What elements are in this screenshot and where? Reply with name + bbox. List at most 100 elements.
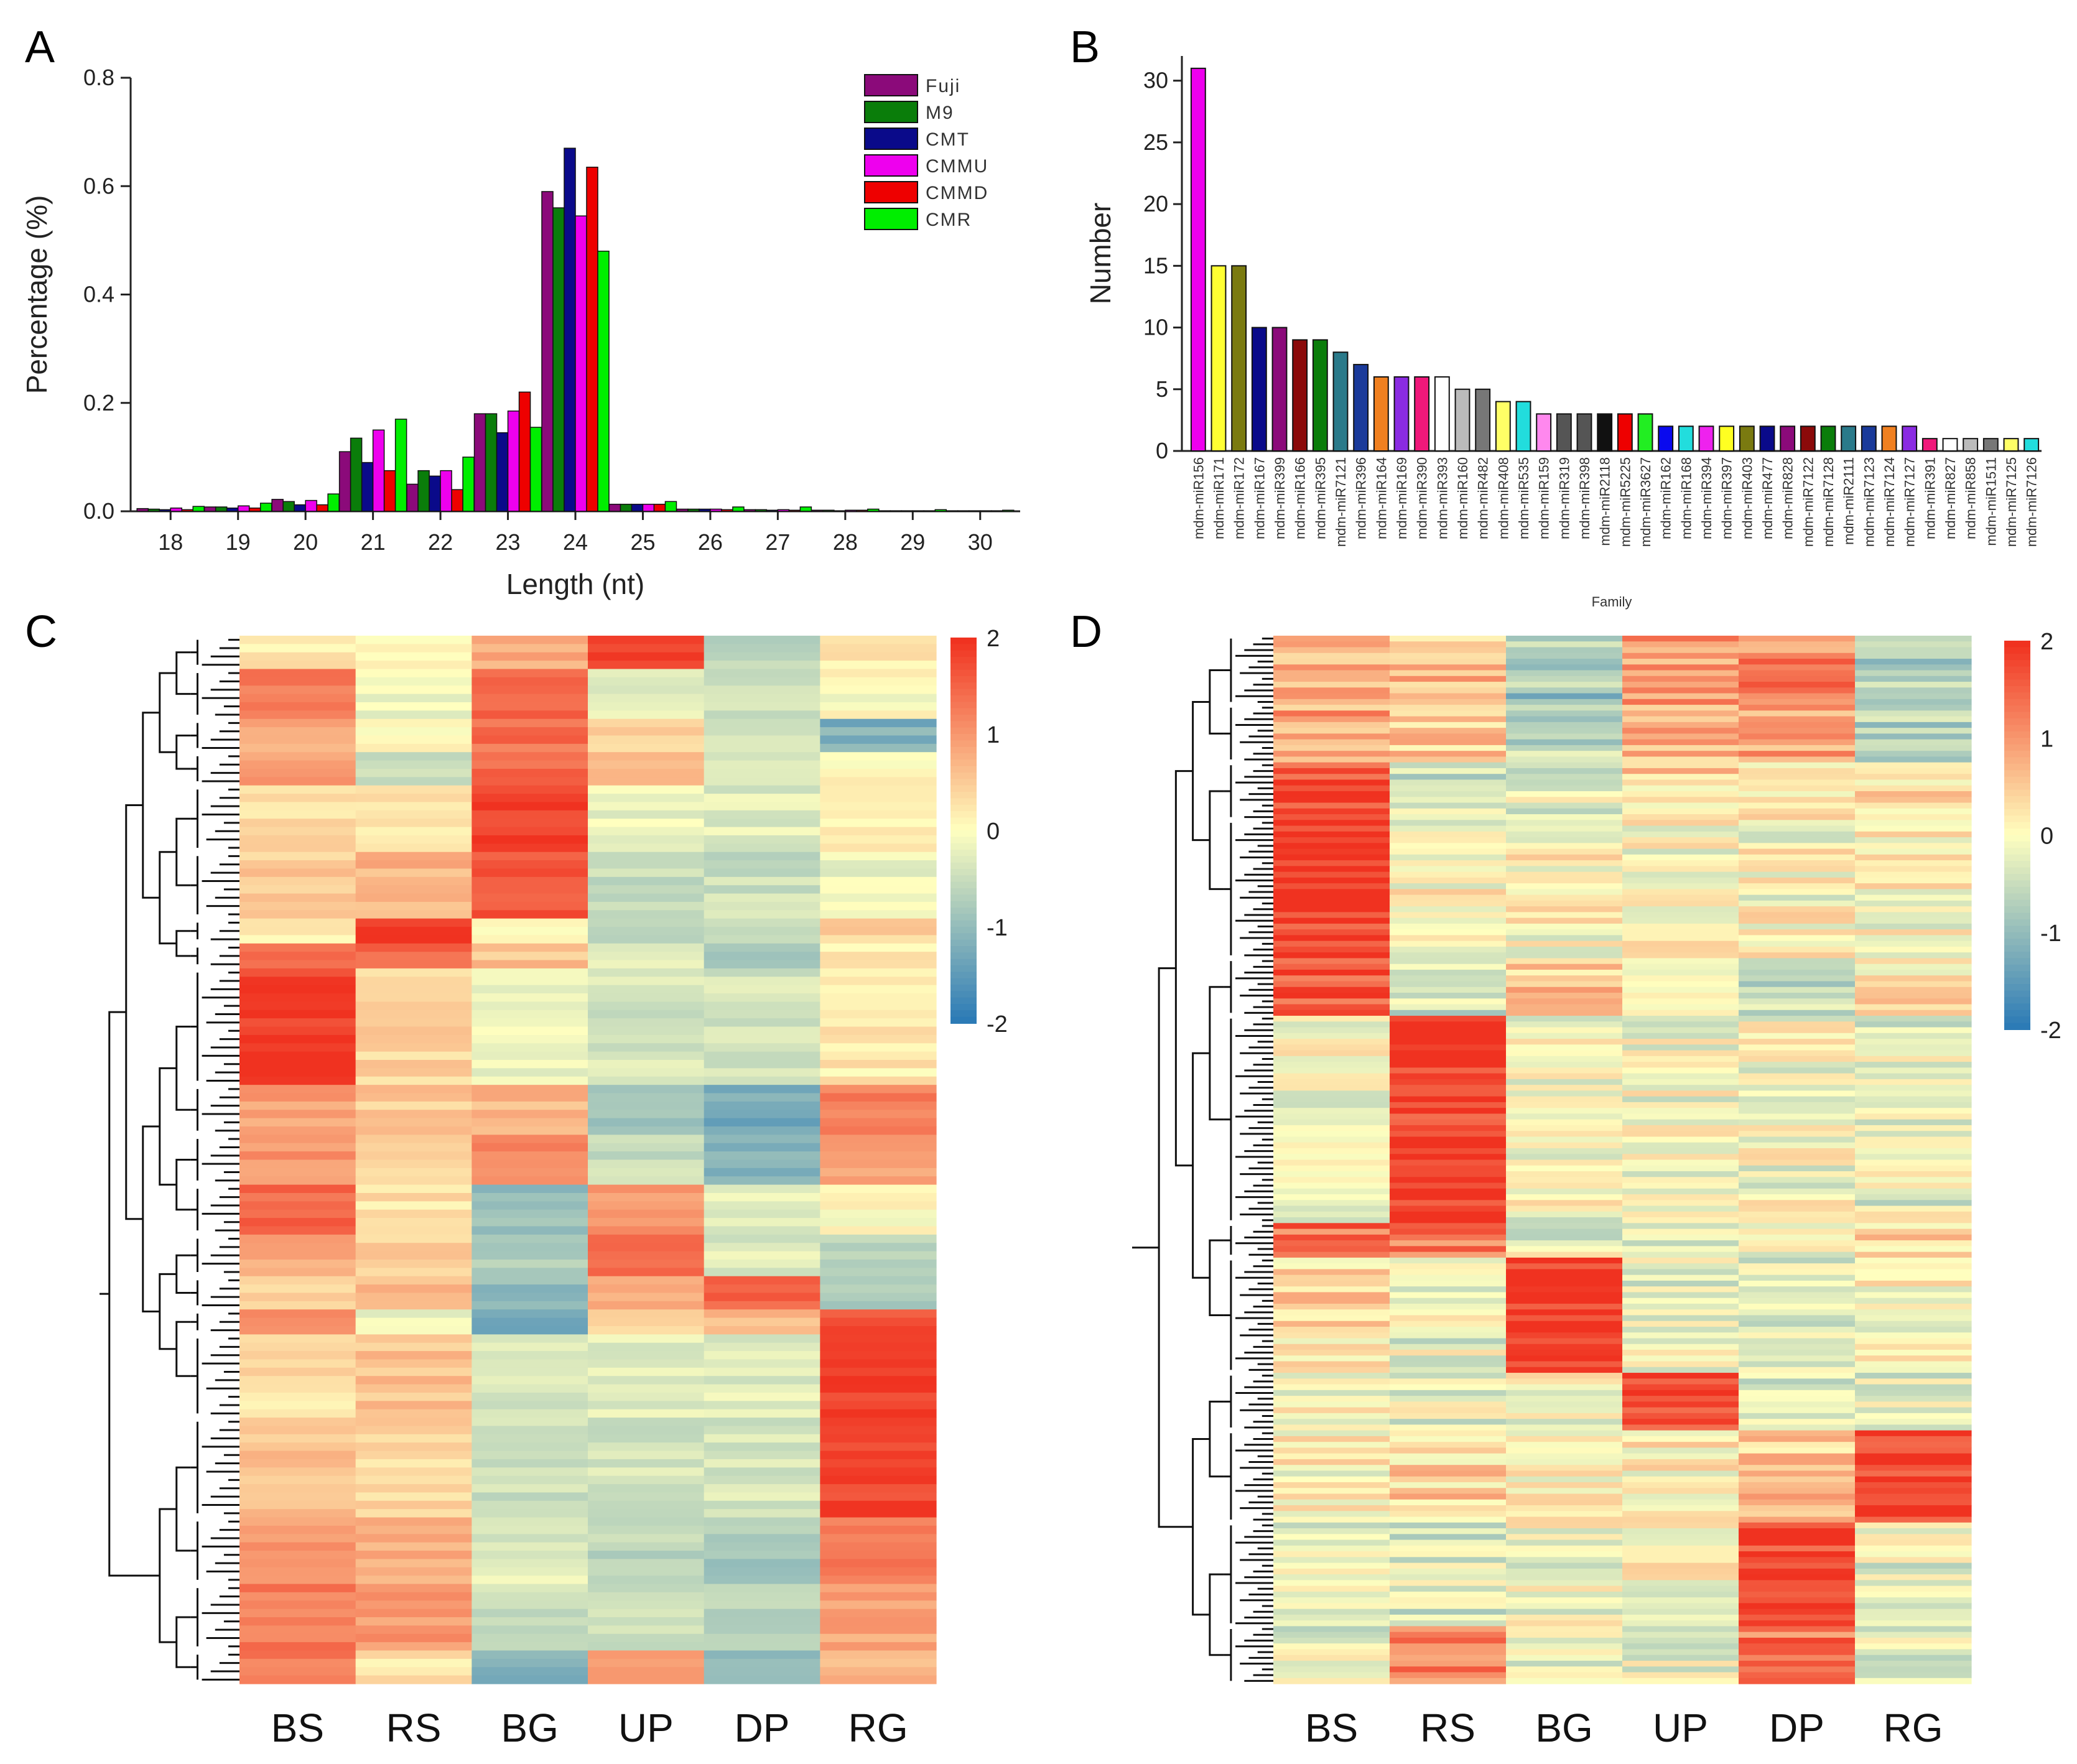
- heatmap-cell: [1390, 1350, 1507, 1356]
- heatmap-cell: [820, 652, 937, 661]
- heatmap-cell: [1855, 687, 1972, 694]
- heatmap-cell: [472, 1617, 588, 1626]
- dendrogram-branch: [1192, 700, 1210, 842]
- heatmap-cell: [239, 1426, 356, 1435]
- heatmap-cell: [1390, 998, 1507, 1005]
- heatmap-cell: [239, 852, 356, 861]
- heatmap-cell: [1390, 1396, 1507, 1402]
- colorbar-segment: [950, 702, 977, 709]
- heatmap-cell: [472, 1608, 588, 1618]
- heatmap-cell: [1273, 682, 1390, 688]
- heatmap-cell: [1739, 1182, 1856, 1189]
- bar: [1719, 425, 1735, 452]
- heatmap-cell: [355, 1293, 472, 1302]
- heatmap-cell: [1506, 820, 1623, 827]
- heatmap-cell: [1506, 652, 1623, 659]
- heatmap-cell: [239, 1101, 356, 1110]
- heatmap-cell: [820, 794, 937, 803]
- heatmap-cell: [1855, 699, 1972, 705]
- heatmap-cell: [1506, 1303, 1623, 1310]
- heatmap-cell: [355, 1625, 472, 1635]
- heatmap-cell: [1390, 693, 1507, 700]
- heatmap-cell: [239, 819, 356, 828]
- heatmap-cell: [1739, 1470, 1856, 1477]
- heatmap-cell: [239, 1467, 356, 1477]
- heatmap-cell: [1506, 1062, 1623, 1068]
- heatmap-cell: [588, 1126, 705, 1135]
- dendrogram-branch: [142, 712, 160, 899]
- colorbar-segment: [950, 869, 977, 876]
- heatmap-cell: [1622, 1534, 1739, 1541]
- heatmap-cell: [1273, 1551, 1390, 1557]
- heatmap-cell: [355, 1600, 472, 1610]
- bar-cmmu: [440, 470, 452, 512]
- heatmap-cell: [820, 1559, 937, 1568]
- heatmap-cell: [1855, 1113, 1972, 1120]
- heatmap-cell: [820, 1110, 937, 1119]
- heatmap-cell: [1855, 705, 1972, 711]
- bar-cmmu: [170, 508, 182, 512]
- heatmap-cell: [1273, 1010, 1390, 1016]
- x-tick-label: mdm-miR169: [1394, 457, 1410, 539]
- bar-cmr: [1002, 509, 1015, 512]
- heatmap-cell: [820, 810, 937, 819]
- x-tick-label: mdm-miR164: [1373, 457, 1389, 539]
- heatmap-cell: [1506, 1286, 1623, 1293]
- heatmap-cell: [704, 1309, 820, 1319]
- heatmap-cell: [355, 1409, 472, 1418]
- heatmap-cell: [1390, 636, 1507, 642]
- x-tick-label: mdm-miR168: [1678, 457, 1694, 539]
- heatmap-cell: [704, 1068, 820, 1077]
- heatmap-cell: [1506, 1113, 1623, 1120]
- heatmap-cell: [820, 1076, 937, 1085]
- heatmap-cell: [704, 1376, 820, 1385]
- heatmap-cell: [1855, 1274, 1972, 1281]
- heatmap-cell: [1390, 1050, 1507, 1057]
- heatmap-cell: [1622, 1476, 1739, 1483]
- heatmap-cell: [1739, 820, 1856, 827]
- heatmap-cell: [1739, 733, 1856, 740]
- heatmap-cell: [1390, 739, 1507, 746]
- colorbar-segment: [950, 663, 977, 671]
- heatmap-cell: [1273, 1332, 1390, 1339]
- bar: [1678, 425, 1694, 452]
- heatmap-cell: [1273, 1056, 1390, 1062]
- heatmap-cell: [1390, 1102, 1507, 1108]
- heatmap-cell: [1622, 1257, 1739, 1264]
- heatmap-cell: [1506, 1453, 1623, 1460]
- heatmap-cell: [820, 1617, 937, 1626]
- heatmap-cell: [1622, 1350, 1739, 1356]
- heatmap-cell: [1390, 1614, 1507, 1621]
- heatmap-cell: [355, 1151, 472, 1161]
- heatmap-cell: [1739, 969, 1856, 976]
- heatmap-cell: [472, 901, 588, 911]
- heatmap-cell: [1390, 779, 1507, 786]
- x-tick-label: mdm-miR160: [1455, 457, 1471, 539]
- x-tick-label: 19: [226, 529, 251, 555]
- heatmap-cell: [820, 1159, 937, 1169]
- heatmap-cell: [1739, 1154, 1856, 1161]
- heatmap-cell: [355, 960, 472, 969]
- heatmap-cell: [1622, 1326, 1739, 1333]
- heatmap-cell: [1506, 1165, 1623, 1172]
- heatmap-cell: [1739, 883, 1856, 889]
- heatmap-cell: [1506, 1476, 1623, 1483]
- dendrogram-branch: [190, 673, 198, 715]
- heatmap-cell: [1273, 912, 1390, 919]
- heatmap-cell: [1390, 1177, 1507, 1184]
- heatmap-cell: [704, 827, 820, 836]
- heatmap-cell: [1622, 1217, 1739, 1223]
- heatmap-cell: [472, 1151, 588, 1161]
- heatmap-cell: [1739, 963, 1856, 970]
- heatmap-cell: [588, 802, 705, 811]
- heatmap-cell: [472, 1625, 588, 1635]
- heatmap-cell: [239, 1559, 356, 1568]
- heatmap-cell: [1506, 1154, 1623, 1161]
- heatmap-cell: [355, 752, 472, 761]
- heatmap-cell: [1506, 1562, 1623, 1569]
- heatmap-cell: [1390, 699, 1507, 705]
- heatmap-cell: [1622, 1482, 1739, 1488]
- heatmap-cell: [1739, 894, 1856, 901]
- dendrogram-branch: [190, 1421, 198, 1513]
